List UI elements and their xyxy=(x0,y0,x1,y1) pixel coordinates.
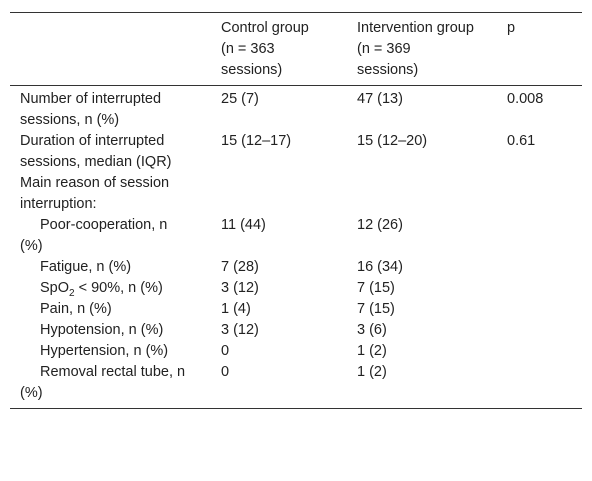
table-row: Fatigue, n (%) 7 (28) 16 (34) xyxy=(10,257,582,278)
table-row: Hypotension, n (%) 3 (12) 3 (6) xyxy=(10,320,582,341)
cell: 15 (12–17) xyxy=(221,133,292,149)
cell: 1 (2) xyxy=(357,343,387,359)
text-part: < 90%, n (%) xyxy=(74,280,163,296)
header-line: sessions) xyxy=(221,62,283,78)
cell: 3 (12) xyxy=(221,280,259,296)
header-line: Intervention group xyxy=(357,20,474,36)
cell xyxy=(497,278,582,299)
table-row: Hypertension, n (%) 0 1 (2) xyxy=(10,341,582,362)
header-line: p xyxy=(507,20,516,36)
cell: 7 (15) xyxy=(357,280,395,296)
table-row: Duration of interrupted sessions, median… xyxy=(10,131,582,173)
header-line: (n = 363 xyxy=(221,41,275,57)
cell: 3 (6) xyxy=(357,322,387,338)
cell xyxy=(347,173,497,215)
cell: 0 xyxy=(221,343,230,359)
cell: 16 (34) xyxy=(357,259,403,275)
table-body: Number of interrupted sessions, n (%) 25 … xyxy=(10,86,582,409)
table-row: SpO2 < 90%, n (%) 3 (12) 7 (15) xyxy=(10,278,582,299)
cell xyxy=(497,173,582,215)
cell xyxy=(497,257,582,278)
row-label: SpO2 < 90%, n (%) xyxy=(10,278,211,299)
cell xyxy=(497,299,582,320)
table-row: Main reason of session interruption: xyxy=(10,173,582,215)
header-line: Control group xyxy=(221,20,309,36)
cell: 7 (15) xyxy=(357,301,395,317)
row-label: Number of interrupted sessions, n (%) xyxy=(20,91,162,128)
column-header: Control group (n = 363 sessions) xyxy=(211,13,347,86)
cell: 0 xyxy=(221,364,230,380)
header-row: Control group (n = 363 sessions) Interventi… xyxy=(10,12,582,86)
text-part: SpO xyxy=(40,280,70,296)
cell: 0.008 xyxy=(507,91,544,107)
cell: 12 (26) xyxy=(357,217,403,233)
row-label: Fatigue, n (%) xyxy=(40,259,132,275)
cell xyxy=(211,173,347,215)
cell: 15 (12–20) xyxy=(357,133,428,149)
cell: 47 (13) xyxy=(357,91,403,107)
column-header: Intervention group (n = 369 sessions) xyxy=(347,13,497,86)
header-line: (n = 369 xyxy=(357,41,411,57)
data-table: Control group (n = 363 sessions) Interventi… xyxy=(10,12,582,409)
row-label: Hypotension, n (%) xyxy=(40,322,164,338)
cell xyxy=(497,320,582,341)
cell: 7 (28) xyxy=(221,259,259,275)
table-header: Control group (n = 363 sessions) Interventi… xyxy=(10,12,582,86)
row-label: Pain, n (%) xyxy=(40,301,112,317)
cell xyxy=(497,341,582,362)
row-label: Hypertension, n (%) xyxy=(40,343,169,359)
table-row: Removal rectal tube, n (%) 0 1 (2) xyxy=(10,362,582,409)
subscript: 2 xyxy=(69,287,75,299)
row-label: Duration of interrupted sessions, median… xyxy=(20,133,172,170)
row-label: Poor-cooperation, n (%) xyxy=(20,217,168,254)
cell: 1 (4) xyxy=(221,301,251,317)
cell: 25 (7) xyxy=(221,91,259,107)
cell xyxy=(497,215,582,257)
header-line: sessions) xyxy=(357,62,419,78)
cell: 11 (44) xyxy=(221,217,266,233)
cell xyxy=(497,362,582,409)
row-label: Removal rectal tube, n (%) xyxy=(20,364,186,401)
table-row: Pain, n (%) 1 (4) 7 (15) xyxy=(10,299,582,320)
table-row: Number of interrupted sessions, n (%) 25 … xyxy=(10,86,582,132)
cell: 0.61 xyxy=(507,133,536,149)
table-row: Poor-cooperation, n (%) 11 (44) 12 (26) xyxy=(10,215,582,257)
cell: 1 (2) xyxy=(357,364,387,380)
column-header xyxy=(10,13,211,86)
cell: 3 (12) xyxy=(221,322,259,338)
column-header: p xyxy=(497,13,582,86)
row-label: Main reason of session interruption: xyxy=(20,175,170,212)
